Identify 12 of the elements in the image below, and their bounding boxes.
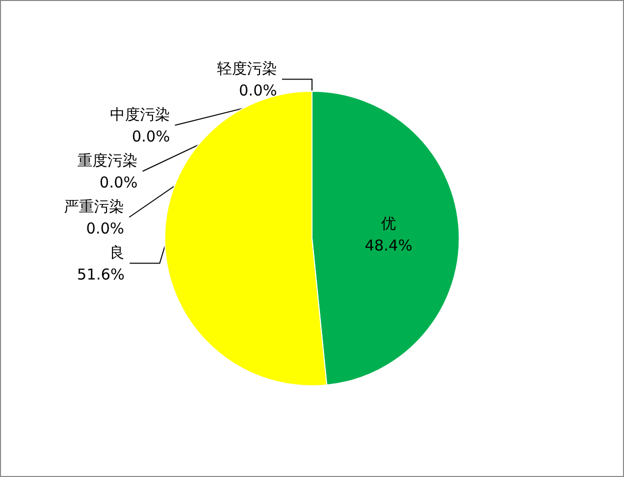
data-label: 51.6%	[77, 265, 125, 284]
text: 0.0%	[86, 219, 124, 238]
category-label: 严重污染	[64, 197, 124, 216]
data-label: 48.4%	[364, 236, 412, 255]
category-label: 轻度污染	[217, 59, 277, 78]
text: 0.0%	[238, 81, 277, 100]
slice-label: 良	[110, 243, 125, 262]
text: 0.0%	[100, 173, 138, 192]
slice-label: 优	[381, 214, 396, 233]
category-label: 中度污染	[110, 105, 170, 124]
category-label: 重度污染	[78, 151, 138, 170]
text: 0.0%	[132, 127, 170, 146]
